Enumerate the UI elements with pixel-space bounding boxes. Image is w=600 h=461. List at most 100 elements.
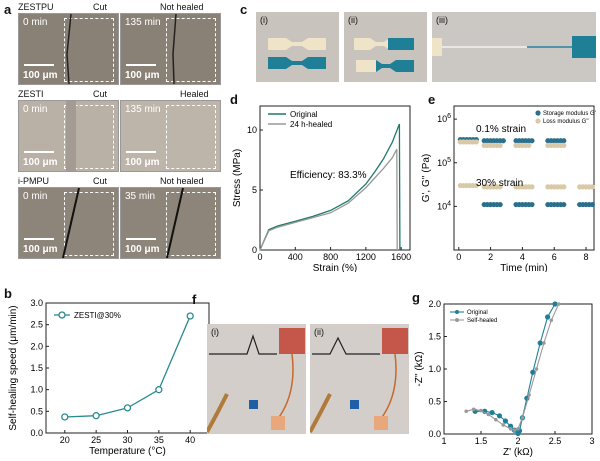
x-tick-label: 20	[60, 435, 70, 445]
x-tick-label: 4	[520, 252, 525, 262]
series-line-original	[259, 123, 401, 251]
y-tick-label: 5	[252, 185, 257, 195]
panel-label-e: e	[428, 92, 436, 107]
storage-modulus-point	[589, 201, 596, 208]
row-label-zesti: ZESTI	[18, 89, 44, 99]
data-point	[489, 409, 495, 416]
x-tick-label: 8	[584, 252, 589, 262]
x-tick-label: 6	[552, 252, 557, 262]
plot-frame	[453, 105, 595, 251]
data-point	[549, 318, 554, 323]
storage-modulus-point	[529, 138, 535, 144]
data-point	[471, 407, 476, 412]
data-point	[502, 418, 509, 424]
data-point	[512, 428, 517, 432]
status-label-zesti: Healed	[180, 89, 209, 99]
row-label-ipmpu: i-PMPU	[18, 176, 49, 186]
data-point	[464, 409, 468, 414]
y-tick-label: 3.0	[30, 298, 43, 308]
panel-label-a: a	[4, 2, 12, 17]
data-point	[92, 412, 100, 420]
micrograph-zestpu-before: 0 min 100 μm	[18, 13, 119, 85]
data-point	[186, 312, 194, 320]
y-tick-label: 1.5	[428, 332, 441, 342]
y-tick-label: 2.0	[428, 299, 441, 309]
scale-bar	[24, 64, 54, 66]
status-label-ipmpu: Not healed	[160, 176, 204, 186]
photo-label: (i)	[260, 15, 268, 25]
x-tick-label: 1600	[391, 252, 411, 262]
photo-label: (ii)	[348, 15, 358, 25]
y-tick-label: 0.5	[30, 406, 43, 416]
scale-bar-label: 100 μm	[23, 244, 58, 255]
x-tick-label: 1	[441, 436, 446, 446]
micrograph-ipmpu-before: 0 min 100 μm	[18, 187, 119, 259]
y-axis-label: -Z'' (kΩ)	[414, 351, 425, 386]
y-tick-label: 0	[252, 245, 257, 255]
cut-label-zesti: Cut	[93, 89, 108, 99]
legend-marker	[58, 311, 66, 319]
time-label: 35 min	[125, 191, 156, 202]
modulus-chart: 0 2 4 6 8 104 105 106 Time (min) G', G'' (Pa) Stor…	[421, 105, 596, 272]
time-label: 0 min	[23, 104, 48, 115]
loss-modulus-point	[529, 184, 535, 190]
annotation-low-strain: 0.1% strain	[476, 124, 526, 135]
photo-c-ii: (ii)	[344, 12, 427, 82]
y-tick-label: 104	[437, 200, 451, 211]
data-point	[527, 393, 531, 397]
y-axis-label: Stress (MPa)	[232, 149, 243, 207]
time-label: 0 min	[23, 17, 48, 28]
x-axis-label: Strain (%)	[313, 263, 357, 272]
loss-modulus-point	[526, 142, 532, 148]
y-tick-label: 105	[437, 157, 451, 168]
loss-modulus-point	[473, 139, 479, 145]
legend-marker	[455, 310, 459, 314]
scale-bar-label: 100 μm	[125, 244, 160, 255]
x-tick-label: 35	[154, 435, 164, 445]
y-tick-label: 1.0	[428, 364, 441, 374]
x-tick-label: 0	[456, 252, 461, 262]
panel-label-b: b	[4, 286, 12, 301]
x-tick-label: 1200	[356, 252, 376, 262]
data-point	[556, 302, 561, 306]
x-tick-label: 3	[589, 436, 594, 446]
legend-marker	[535, 118, 541, 124]
plot-frame	[45, 302, 210, 434]
x-tick-label: 1.5	[475, 436, 488, 446]
x-tick-label: 2	[488, 252, 493, 262]
data-point	[516, 427, 520, 431]
time-label: 0 min	[23, 191, 48, 202]
scale-bar-label: 100 μm	[23, 70, 58, 81]
scale-bar-label: 100 μm	[125, 70, 160, 81]
legend-label: 24 h-healed	[290, 120, 332, 129]
stress-strain-chart: 0 400 800 1200 1600 0 5 10 Strain (%) Stress (MPa…	[232, 105, 411, 272]
storage-modulus-point	[561, 138, 567, 144]
annotation-high-strain: 30% strain	[476, 178, 523, 189]
cut-label-zestpu: Cut	[93, 2, 108, 12]
storage-modulus-point	[529, 201, 535, 208]
legend-label: Loss modulus G''	[543, 119, 589, 125]
scale-bar-label: 100 μm	[23, 157, 58, 168]
data-point	[123, 404, 132, 412]
data-point	[501, 423, 505, 427]
legend-marker	[455, 318, 459, 322]
efficiency-annotation: Efficiency: 83.3%	[290, 170, 367, 181]
y-tick-label: 0.0	[30, 428, 43, 438]
y-tick-label: 1.0	[30, 385, 43, 395]
time-label: 135 min	[125, 17, 161, 28]
data-point	[479, 408, 483, 413]
x-axis-label: Temperature (°C)	[89, 446, 166, 457]
photo-f-ii: (ii)	[310, 324, 409, 434]
loss-modulus-point	[589, 184, 596, 190]
x-tick-label: 30	[122, 435, 132, 445]
time-label: 135 min	[125, 104, 161, 115]
photo-c-iii: (iii)	[432, 12, 596, 82]
row-label-zestpu: ZESTPU	[18, 2, 54, 12]
panel-label-f: f	[192, 292, 197, 307]
loss-modulus-point	[473, 182, 479, 189]
storage-modulus-point	[500, 138, 506, 144]
y-tick-label: 0.5	[428, 397, 441, 407]
data-point	[496, 413, 503, 419]
data-point	[520, 415, 525, 420]
y-tick-label: 0.0	[428, 429, 441, 439]
